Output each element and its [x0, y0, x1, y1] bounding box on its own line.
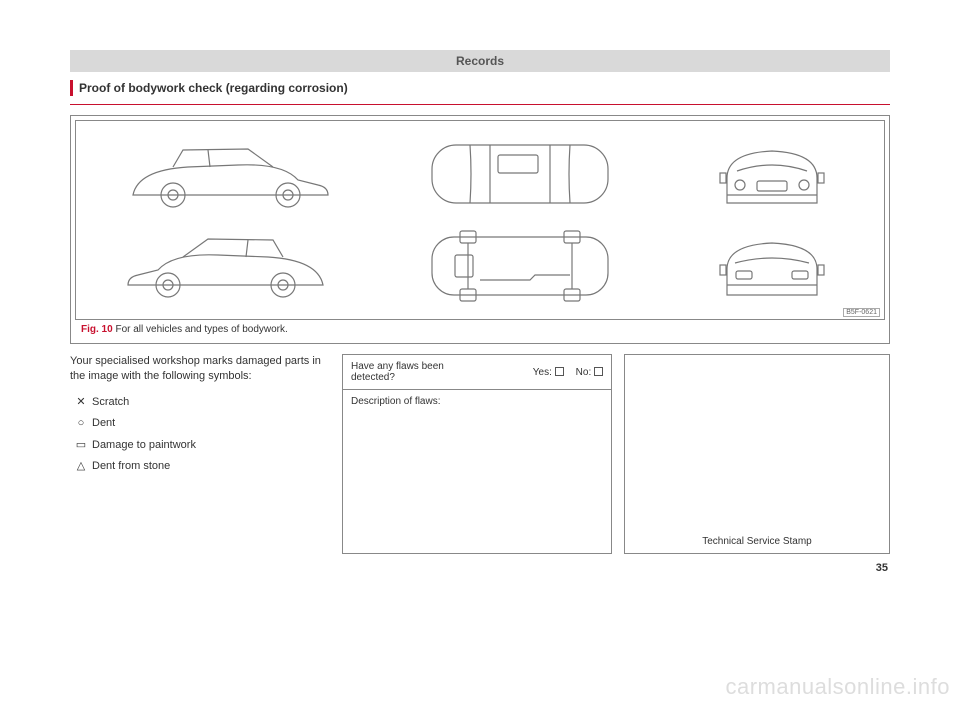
- yes-label: Yes:: [533, 367, 552, 378]
- stone-dent-icon: △: [70, 459, 92, 474]
- figure-frame: B5F-0621 Fig. 10 For all vehicles and ty…: [70, 115, 890, 344]
- no-checkbox[interactable]: [594, 367, 603, 376]
- no-label: No:: [576, 367, 592, 378]
- section-divider: [70, 104, 890, 105]
- car-rear-icon: [702, 225, 842, 307]
- yes-checkbox[interactable]: [555, 367, 564, 376]
- stamp-box: Technical Service Stamp: [624, 354, 890, 554]
- legend-label: Damage to paintwork: [92, 438, 196, 453]
- legend-label: Dent: [92, 416, 115, 431]
- section-title: Proof of bodywork check (regarding corro…: [79, 81, 348, 95]
- figure-caption: Fig. 10 For all vehicles and types of bo…: [75, 320, 885, 339]
- figure-caption-text: For all vehicles and types of bodywork.: [115, 324, 287, 335]
- flaws-question: Have any flaws been detected?: [351, 361, 481, 383]
- watermark: carmanualsonline.info: [725, 674, 950, 700]
- no-group: No:: [576, 367, 603, 378]
- car-underside-icon: [420, 225, 620, 307]
- symbol-legend: ✕ Scratch ○ Dent ▭ Damage to paintwork △…: [70, 395, 330, 475]
- legend-label: Scratch: [92, 395, 129, 410]
- car-front-icon: [702, 133, 842, 215]
- dent-icon: ○: [70, 416, 92, 431]
- figure-image-code: B5F-0621: [843, 308, 880, 317]
- legend-item: ▭ Damage to paintwork: [70, 438, 330, 453]
- car-views-right: [702, 133, 842, 307]
- flaws-description-label: Description of flaws:: [351, 396, 440, 407]
- lower-content: Your specialised workshop marks damaged …: [70, 354, 890, 554]
- car-side-left-icon: [118, 135, 338, 215]
- section-title-row: Proof of bodywork check (regarding corro…: [70, 80, 890, 96]
- car-top-icon: [420, 133, 620, 215]
- car-views-left: [118, 135, 338, 305]
- flaws-box: Have any flaws been detected? Yes: No: D…: [342, 354, 612, 554]
- header-bar: Records: [70, 50, 890, 72]
- legend-item: ✕ Scratch: [70, 395, 330, 410]
- section-marker: [70, 80, 73, 96]
- page: Records Proof of bodywork check (regardi…: [70, 50, 890, 554]
- flaws-yes-no: Yes: No:: [533, 367, 603, 378]
- figure-image-area: B5F-0621: [75, 120, 885, 320]
- stamp-label: Technical Service Stamp: [702, 536, 812, 547]
- flaws-description-area: Description of flaws:: [343, 390, 611, 550]
- legend-item: △ Dent from stone: [70, 459, 330, 474]
- page-number: 35: [876, 562, 888, 574]
- header-title: Records: [456, 54, 504, 68]
- intro-text: Your specialised workshop marks damaged …: [70, 354, 330, 385]
- legend-label: Dent from stone: [92, 459, 170, 474]
- legend-item: ○ Dent: [70, 416, 330, 431]
- yes-group: Yes:: [533, 367, 564, 378]
- intro-column: Your specialised workshop marks damaged …: [70, 354, 330, 554]
- scratch-icon: ✕: [70, 395, 92, 410]
- car-side-right-icon: [118, 225, 338, 305]
- figure-label: Fig. 10: [81, 324, 113, 335]
- car-views-center: [420, 133, 620, 307]
- paintwork-icon: ▭: [70, 438, 92, 453]
- flaws-question-row: Have any flaws been detected? Yes: No:: [343, 355, 611, 390]
